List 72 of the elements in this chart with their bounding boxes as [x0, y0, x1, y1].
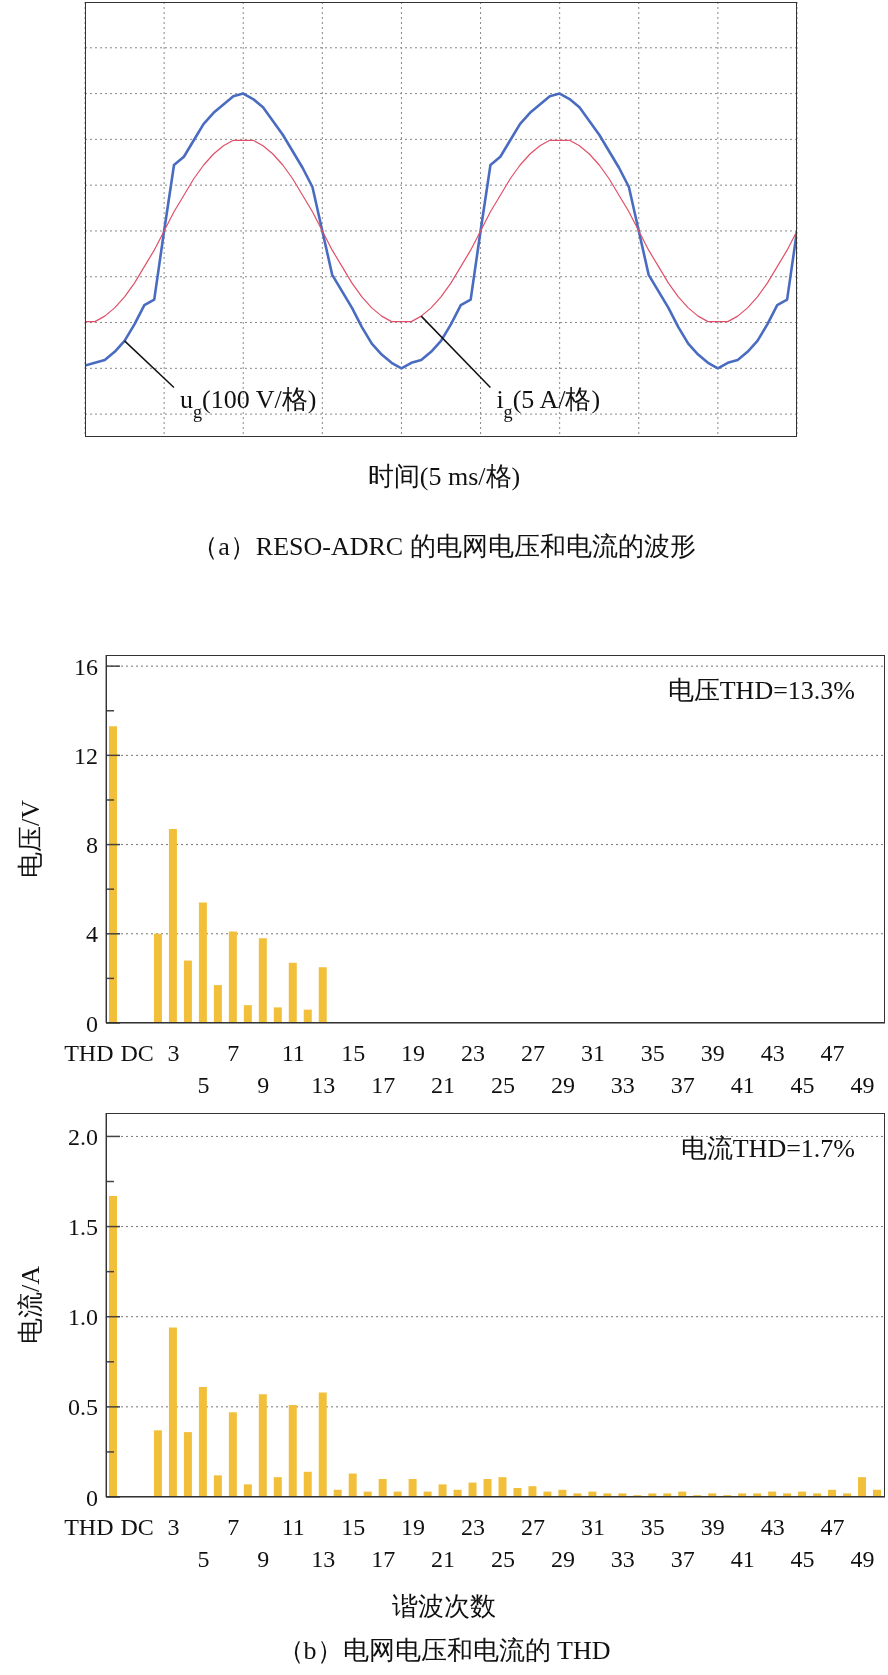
x-tick-label: 9 — [257, 1546, 270, 1572]
y-tick-label: 1.5 — [68, 1214, 98, 1241]
x-tick-label: 13 — [311, 1546, 336, 1572]
x-tick-label: THD — [64, 1514, 114, 1540]
x-tick-label: THD — [64, 1040, 114, 1066]
x-tick-label: 43 — [760, 1040, 785, 1066]
x-tick-label: 27 — [520, 1040, 545, 1066]
text: （a）RESO-ADRC 的电网电压和电流的波形 — [191, 531, 697, 563]
text: （b）电网电压和电流的 THD — [276, 1635, 612, 1667]
x-tick-label: 49 — [850, 1546, 875, 1572]
x-tick-label: 7 — [227, 1514, 240, 1540]
x-tick-label: 47 — [820, 1514, 845, 1540]
x-tick-label: 29 — [550, 1546, 575, 1572]
y-axis-title: 电流/A — [16, 1265, 46, 1344]
x-tick-label: 33 — [610, 1072, 635, 1098]
x-tick-label: 27 — [520, 1514, 545, 1540]
y-tick-label: 1.0 — [68, 1304, 98, 1331]
x-tick-label: 3 — [167, 1514, 180, 1540]
x-tick-label: 19 — [401, 1040, 426, 1066]
x-tick-label: 45 — [790, 1072, 815, 1098]
x-tick-label: 3 — [167, 1040, 180, 1066]
y-tick-label: 16 — [74, 653, 98, 680]
x-tick-label: 7 — [227, 1040, 240, 1066]
x-tick-label: 43 — [760, 1514, 785, 1540]
x-tick-label: 23 — [461, 1040, 486, 1066]
annotation: 电流THD=1.7% — [680, 1133, 855, 1165]
x-tick-label: 33 — [610, 1546, 635, 1572]
annotation: 电压THD=13.3% — [667, 675, 855, 707]
y-tick-label: 2.0 — [68, 1123, 98, 1150]
x-tick-label: 39 — [700, 1514, 725, 1540]
y-tick-label: 8 — [86, 832, 98, 859]
x-tick-label: 49 — [850, 1072, 875, 1098]
x-tick-label: 39 — [700, 1040, 725, 1066]
x-tick-label: 25 — [490, 1072, 515, 1098]
x-tick-label: 5 — [197, 1546, 210, 1572]
y-tick-label: 4 — [86, 921, 98, 948]
x-axis-title: 时间(5 ms/格) — [366, 461, 522, 493]
x-tick-label: 31 — [580, 1514, 605, 1540]
x-tick-label: 5 — [197, 1072, 210, 1098]
x-tick-label: 13 — [311, 1072, 336, 1098]
y-tick-label: 0.5 — [68, 1394, 98, 1421]
x-tick-label: 11 — [281, 1040, 305, 1066]
x-tick-label: 37 — [670, 1546, 695, 1572]
x-tick-label: 23 — [461, 1514, 486, 1540]
x-tick-label: 11 — [281, 1514, 305, 1540]
x-tick-label: 41 — [730, 1072, 755, 1098]
x-axis-title: 谐波次数 — [391, 1591, 497, 1623]
x-tick-label: 21 — [431, 1546, 456, 1572]
y-tick-label: 0 — [86, 1010, 98, 1037]
x-tick-label: 17 — [371, 1546, 396, 1572]
x-tick-label: 35 — [640, 1514, 665, 1540]
x-tick-label: 9 — [257, 1072, 270, 1098]
x-tick-label: 41 — [730, 1546, 755, 1572]
x-tick-label: 15 — [341, 1514, 366, 1540]
x-tick-label: 31 — [580, 1040, 605, 1066]
x-tick-label: 45 — [790, 1546, 815, 1572]
text: i$_{g}$(5 A/格) — [496, 384, 601, 422]
x-tick-label: DC — [120, 1514, 154, 1540]
x-tick-label: 47 — [820, 1040, 845, 1066]
x-tick-label: 29 — [550, 1072, 575, 1098]
x-tick-label: 21 — [431, 1072, 456, 1098]
y-axis-title: 电压/V — [16, 799, 46, 878]
x-tick-label: 17 — [371, 1072, 396, 1098]
x-tick-label: DC — [120, 1040, 154, 1066]
x-tick-label: 37 — [670, 1072, 695, 1098]
text: u$_{g}$(100 V/格) — [179, 384, 317, 422]
y-tick-label: 0 — [86, 1484, 98, 1511]
x-tick-label: 15 — [341, 1040, 366, 1066]
x-tick-label: 35 — [640, 1040, 665, 1066]
x-tick-label: 25 — [490, 1546, 515, 1572]
y-tick-label: 12 — [74, 742, 98, 769]
x-tick-label: 19 — [401, 1514, 426, 1540]
